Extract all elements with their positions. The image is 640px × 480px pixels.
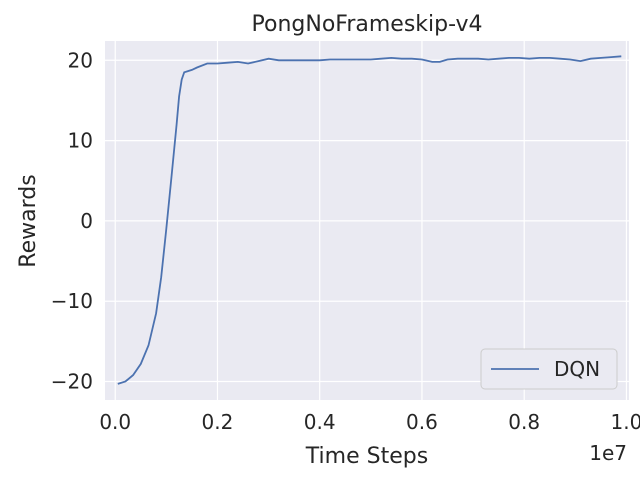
y-tick-label: −20 [51,370,93,394]
x-tick-label: 0.0 [99,410,131,434]
legend: DQN [480,348,618,390]
x-tick-label: 0.6 [406,410,438,434]
y-tick-label: 0 [80,209,93,233]
x-tick-label: 0.8 [508,410,540,434]
legend-label-dqn: DQN [554,357,600,381]
y-tick-label: 20 [68,48,93,72]
x-tick-label: 1.0 [611,410,640,434]
y-tick-label: 10 [68,129,93,153]
x-tick-label: 0.4 [304,410,336,434]
y-tick-label: −10 [51,289,93,313]
chart-title: PongNoFrameskip-v4 [252,12,483,37]
x-tick-label: 0.2 [202,410,234,434]
legend-box [480,348,618,390]
x-offset-label: 1e7 [589,441,627,465]
tick-labels: 0.0 0.2 0.4 0.6 0.8 1.0 −20 −10 0 10 20 [51,48,640,434]
series-line-dqn [117,55,622,385]
y-axis-label: Rewards [16,174,41,267]
x-axis-label: Time Steps [305,444,428,469]
